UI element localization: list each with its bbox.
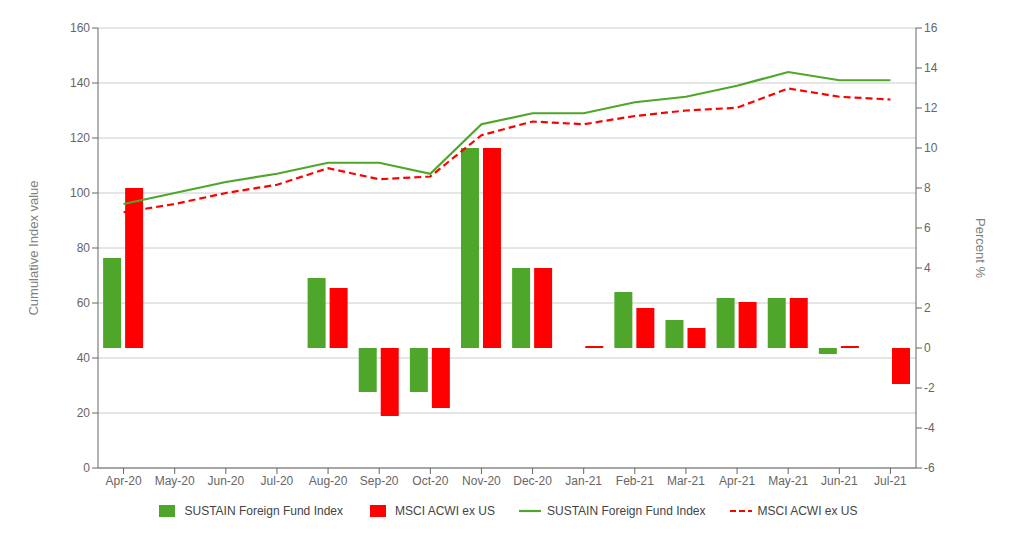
svg-text:Aug-20: Aug-20 (309, 474, 348, 488)
svg-text:-6: -6 (924, 461, 935, 475)
svg-text:140: 140 (70, 76, 90, 90)
svg-text:40: 40 (77, 351, 91, 365)
svg-text:120: 120 (70, 131, 90, 145)
svg-text:0: 0 (83, 461, 90, 475)
svg-text:80: 80 (77, 241, 91, 255)
svg-text:Jul-21: Jul-21 (874, 474, 907, 488)
svg-text:Apr-20: Apr-20 (106, 474, 142, 488)
svg-text:-2: -2 (924, 381, 935, 395)
svg-text:May-20: May-20 (155, 474, 195, 488)
svg-text:16: 16 (924, 21, 938, 35)
svg-text:12: 12 (924, 101, 938, 115)
svg-text:2: 2 (924, 301, 931, 315)
svg-text:4: 4 (924, 261, 931, 275)
svg-text:Jul-20: Jul-20 (261, 474, 294, 488)
svg-text:100: 100 (70, 186, 90, 200)
svg-text:0: 0 (924, 341, 931, 355)
svg-text:Jun-20: Jun-20 (207, 474, 244, 488)
svg-text:-4: -4 (924, 421, 935, 435)
svg-text:Jan-21: Jan-21 (565, 474, 602, 488)
html-text:MSCI ACWI ex US: MSCI ACWI ex US (395, 504, 495, 518)
svg-text:10: 10 (924, 141, 938, 155)
svg-text:60: 60 (77, 296, 91, 310)
svg-text:Feb-21: Feb-21 (616, 474, 654, 488)
svg-text:Apr-21: Apr-21 (719, 474, 755, 488)
svg-text:20: 20 (77, 406, 91, 420)
svg-text:160: 160 (70, 21, 90, 35)
svg-text:Sep-20: Sep-20 (360, 474, 399, 488)
svg-text:14: 14 (924, 61, 938, 75)
svg-text:Percent %: Percent % (973, 218, 988, 278)
svg-text:Dec-20: Dec-20 (513, 474, 552, 488)
html-text:SUSTAIN Foreign Fund Index: SUSTAIN Foreign Fund Index (547, 504, 706, 518)
svg-text:Jun-21: Jun-21 (821, 474, 858, 488)
svg-text:Mar-21: Mar-21 (667, 474, 705, 488)
html-text:MSCI ACWI ex US: MSCI ACWI ex US (757, 504, 858, 518)
svg-text:Oct-20: Oct-20 (412, 474, 448, 488)
html-text:SUSTAIN Foreign Fund Index: SUSTAIN Foreign Fund Index (184, 504, 343, 518)
svg-text:Cumulative Index value: Cumulative Index value (26, 180, 41, 315)
svg-text:8: 8 (924, 181, 931, 195)
svg-text:Nov-20: Nov-20 (462, 474, 501, 488)
svg-text:6: 6 (924, 221, 931, 235)
svg-text:May-21: May-21 (768, 474, 808, 488)
